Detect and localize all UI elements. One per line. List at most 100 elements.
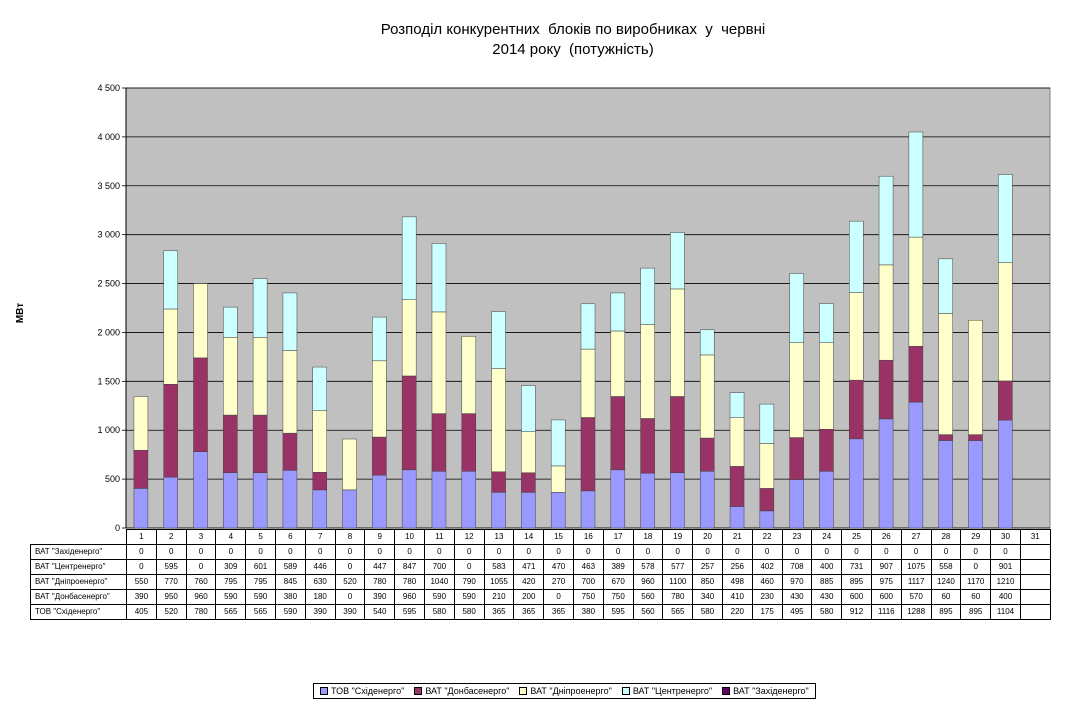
bar-segment bbox=[491, 471, 506, 493]
data-label: 402 bbox=[751, 559, 783, 575]
data-label: 731 bbox=[841, 559, 872, 575]
data-label bbox=[1019, 589, 1051, 605]
bar-segment bbox=[372, 474, 387, 529]
data-label: 1104 bbox=[990, 604, 1021, 620]
bar-segment bbox=[342, 438, 357, 491]
bar-segment bbox=[938, 434, 953, 441]
data-label: 0 bbox=[453, 544, 485, 560]
bar-segment bbox=[223, 472, 238, 529]
data-label: 257 bbox=[692, 559, 723, 575]
data-label: 0 bbox=[751, 544, 783, 560]
bar-segment bbox=[819, 471, 834, 529]
data-label bbox=[1019, 559, 1051, 575]
bar-segment bbox=[699, 437, 715, 472]
data-label: 595 bbox=[155, 559, 187, 575]
bar-segment bbox=[759, 403, 775, 444]
bar-segment bbox=[461, 413, 477, 472]
bar-segment bbox=[163, 476, 178, 529]
bar-segment bbox=[610, 469, 626, 529]
data-label: 580 bbox=[453, 604, 485, 620]
y-tick-label: 4 000 bbox=[97, 132, 120, 142]
bar-segment bbox=[223, 306, 238, 338]
bar-segment bbox=[401, 216, 417, 300]
data-label: 210 bbox=[483, 589, 515, 605]
data-label: 420 bbox=[513, 574, 545, 590]
data-label: 0 bbox=[870, 544, 902, 560]
y-tick-label: 2 000 bbox=[97, 327, 120, 337]
data-label: 0 bbox=[453, 559, 485, 575]
data-label: 565 bbox=[245, 604, 276, 620]
bar-segment bbox=[133, 396, 149, 451]
bar-segment bbox=[789, 342, 804, 438]
data-label: 400 bbox=[811, 559, 843, 575]
data-label: 520 bbox=[155, 604, 187, 620]
data-label: 780 bbox=[364, 574, 396, 590]
x-tick-label: 7 bbox=[304, 529, 336, 545]
bar-segment bbox=[908, 236, 924, 347]
bar-segment bbox=[550, 419, 566, 467]
data-label: 0 bbox=[721, 544, 753, 560]
data-label: 907 bbox=[870, 559, 902, 575]
y-tick-label: 0 bbox=[115, 523, 120, 533]
legend-item: ВАТ "Західенерго" bbox=[722, 686, 809, 696]
bar-segment bbox=[133, 488, 149, 529]
bar-segment bbox=[550, 465, 566, 493]
x-tick-label: 11 bbox=[423, 529, 455, 545]
bar-segment bbox=[252, 414, 268, 474]
data-label: 60 bbox=[960, 589, 992, 605]
data-label: 1170 bbox=[960, 574, 992, 590]
data-label: 0 bbox=[334, 559, 366, 575]
bar-segment bbox=[252, 472, 268, 529]
bar-segment bbox=[849, 220, 864, 293]
data-label: 180 bbox=[304, 589, 336, 605]
y-tick-label: 2 500 bbox=[97, 279, 120, 289]
data-label: 0 bbox=[572, 544, 604, 560]
data-label: 390 bbox=[364, 589, 396, 605]
data-label: 390 bbox=[304, 604, 336, 620]
bar-segment bbox=[699, 471, 715, 529]
data-label: 570 bbox=[900, 589, 932, 605]
bar-segment bbox=[849, 379, 864, 440]
data-label: 750 bbox=[572, 589, 604, 605]
data-label: 760 bbox=[185, 574, 217, 590]
legend-swatch bbox=[722, 687, 731, 695]
bar-segment bbox=[163, 308, 178, 385]
table-row: ВАТ "Центренерго" 0 595 0 309 601 589 446 0 447 84… bbox=[30, 559, 1051, 575]
data-label: 1116 bbox=[870, 604, 902, 620]
y-tick-label: 1 500 bbox=[97, 376, 120, 386]
legend-label: ВАТ "Дніпроенерго" bbox=[530, 686, 612, 696]
data-label: 0 bbox=[990, 544, 1021, 560]
bar-segment bbox=[938, 440, 953, 529]
bar-segment bbox=[759, 510, 775, 529]
data-label: 847 bbox=[394, 559, 425, 575]
data-label: 0 bbox=[960, 559, 992, 575]
bar-segment bbox=[401, 375, 417, 471]
legend-label: ТОВ "Східенерго" bbox=[331, 686, 405, 696]
data-label: 780 bbox=[185, 604, 217, 620]
chart-legend: ТОВ "Східенерго" ВАТ "Донбасенерго" ВАТ "Д… bbox=[313, 683, 816, 699]
data-label: 595 bbox=[394, 604, 425, 620]
bar-segment bbox=[580, 490, 596, 529]
bar-segment bbox=[431, 311, 447, 414]
bar-segment bbox=[729, 417, 745, 467]
data-table: 1 2 3 4 5 6 7 8 9 10 11 12 13 14 15 16 17 18 19 20 21 22 23 24 2… bbox=[30, 529, 1051, 620]
data-label: 0 bbox=[126, 559, 157, 575]
data-label: 770 bbox=[155, 574, 187, 590]
data-label: 340 bbox=[692, 589, 723, 605]
bar-segment bbox=[521, 472, 536, 493]
data-label: 912 bbox=[841, 604, 872, 620]
bar-segment bbox=[372, 360, 387, 438]
bar-segment bbox=[670, 232, 685, 290]
table-row: ВАТ "Західенерго" 0 0 0 0 0 0 0 0 0 0 0 0 0 0 0 0 0 0 0 0 0 0 0… bbox=[30, 544, 1051, 560]
data-label: 430 bbox=[781, 589, 813, 605]
data-label: 1240 bbox=[930, 574, 962, 590]
data-label: 0 bbox=[364, 544, 396, 560]
data-label: 590 bbox=[423, 589, 455, 605]
data-label: 0 bbox=[632, 544, 664, 560]
data-label: 780 bbox=[394, 574, 425, 590]
x-tick-label: 16 bbox=[572, 529, 604, 545]
x-tick-label: 13 bbox=[483, 529, 515, 545]
data-label: 410 bbox=[721, 589, 753, 605]
x-tick-label: 9 bbox=[364, 529, 396, 545]
data-label: 0 bbox=[781, 544, 813, 560]
